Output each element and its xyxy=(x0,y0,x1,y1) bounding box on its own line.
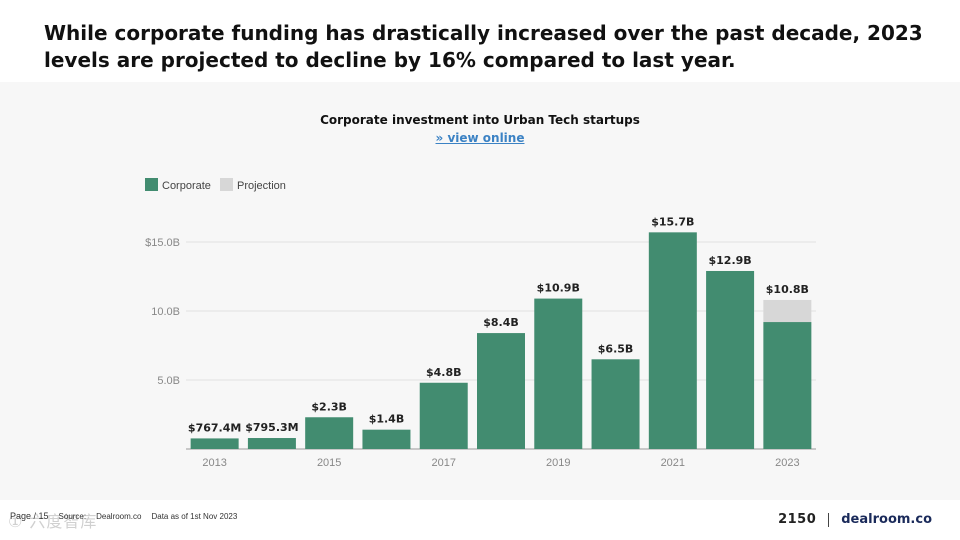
bar-corporate xyxy=(706,270,755,449)
bar-corporate xyxy=(362,429,411,449)
data-label: $15.7B xyxy=(651,215,694,228)
x-tick-label: 2015 xyxy=(317,457,341,469)
bar-corporate xyxy=(477,333,525,449)
brand-dealroom-logo: dealroom.co xyxy=(841,512,932,527)
bar-corporate xyxy=(648,232,697,449)
bar-corporate xyxy=(247,438,296,449)
watermark: ① 六度智库 xyxy=(8,512,98,531)
data-label: $767.4M xyxy=(188,421,241,434)
footer-brands: 2150 dealroom.co xyxy=(778,512,932,527)
chart-title: Corporate investment into Urban Tech sta… xyxy=(320,113,640,127)
x-tick-label: 2013 xyxy=(202,457,226,469)
legend-swatch-projection xyxy=(220,178,233,191)
bar-chart: 5.0B 10.0B $15.0B Corporate Projection $767.4… xyxy=(145,178,816,469)
data-label: $12.9B xyxy=(708,254,751,267)
headline: While corporate funding has drastically … xyxy=(44,20,924,74)
bar-corporate xyxy=(190,438,239,449)
x-tick-label: 2023 xyxy=(775,457,799,469)
data-label: $2.3B xyxy=(311,400,347,413)
data-label: $6.5B xyxy=(598,342,634,355)
bar-corporate xyxy=(534,298,583,449)
bar-corporate xyxy=(305,417,354,449)
data-label: $10.8B xyxy=(766,283,809,296)
x-tick-label: 2021 xyxy=(661,457,685,469)
data-note: Data as of 1st Nov 2023 xyxy=(151,511,238,521)
x-tick-label: 2019 xyxy=(546,457,570,469)
source-label: Source: xyxy=(58,511,87,521)
bar-corporate xyxy=(591,359,640,449)
footer-source: Page / 15 Source: Dealroom.co Data as of… xyxy=(10,511,237,521)
headline-line-1: While corporate funding has drastically … xyxy=(44,21,923,45)
view-online-link[interactable]: » view online xyxy=(435,131,525,145)
page-number: Page / 15 xyxy=(10,511,49,521)
headline-line-2: levels are projected to decline by 16% c… xyxy=(44,48,736,72)
brand-separator xyxy=(828,512,830,527)
source-name: Dealroom.co xyxy=(96,511,142,521)
bar-projection xyxy=(763,299,812,323)
data-label: $8.4B xyxy=(483,316,519,329)
y-tick-label: $15.0B xyxy=(145,237,180,249)
y-tick-label: 5.0B xyxy=(157,375,180,387)
data-label: $795.3M xyxy=(245,421,298,434)
bar-corporate xyxy=(763,322,812,449)
data-label: $1.4B xyxy=(369,413,405,426)
brand-2150-logo: 2150 xyxy=(778,512,817,527)
bar-corporate xyxy=(419,382,468,449)
legend-label-projection: Projection xyxy=(237,180,286,192)
legend-swatch-corporate xyxy=(145,178,158,191)
data-label: $10.9B xyxy=(537,282,580,295)
y-tick-label: 10.0B xyxy=(151,306,180,318)
x-tick-label: 2017 xyxy=(431,457,455,469)
data-label: $4.8B xyxy=(426,366,462,379)
legend-label-corporate: Corporate xyxy=(162,180,211,192)
